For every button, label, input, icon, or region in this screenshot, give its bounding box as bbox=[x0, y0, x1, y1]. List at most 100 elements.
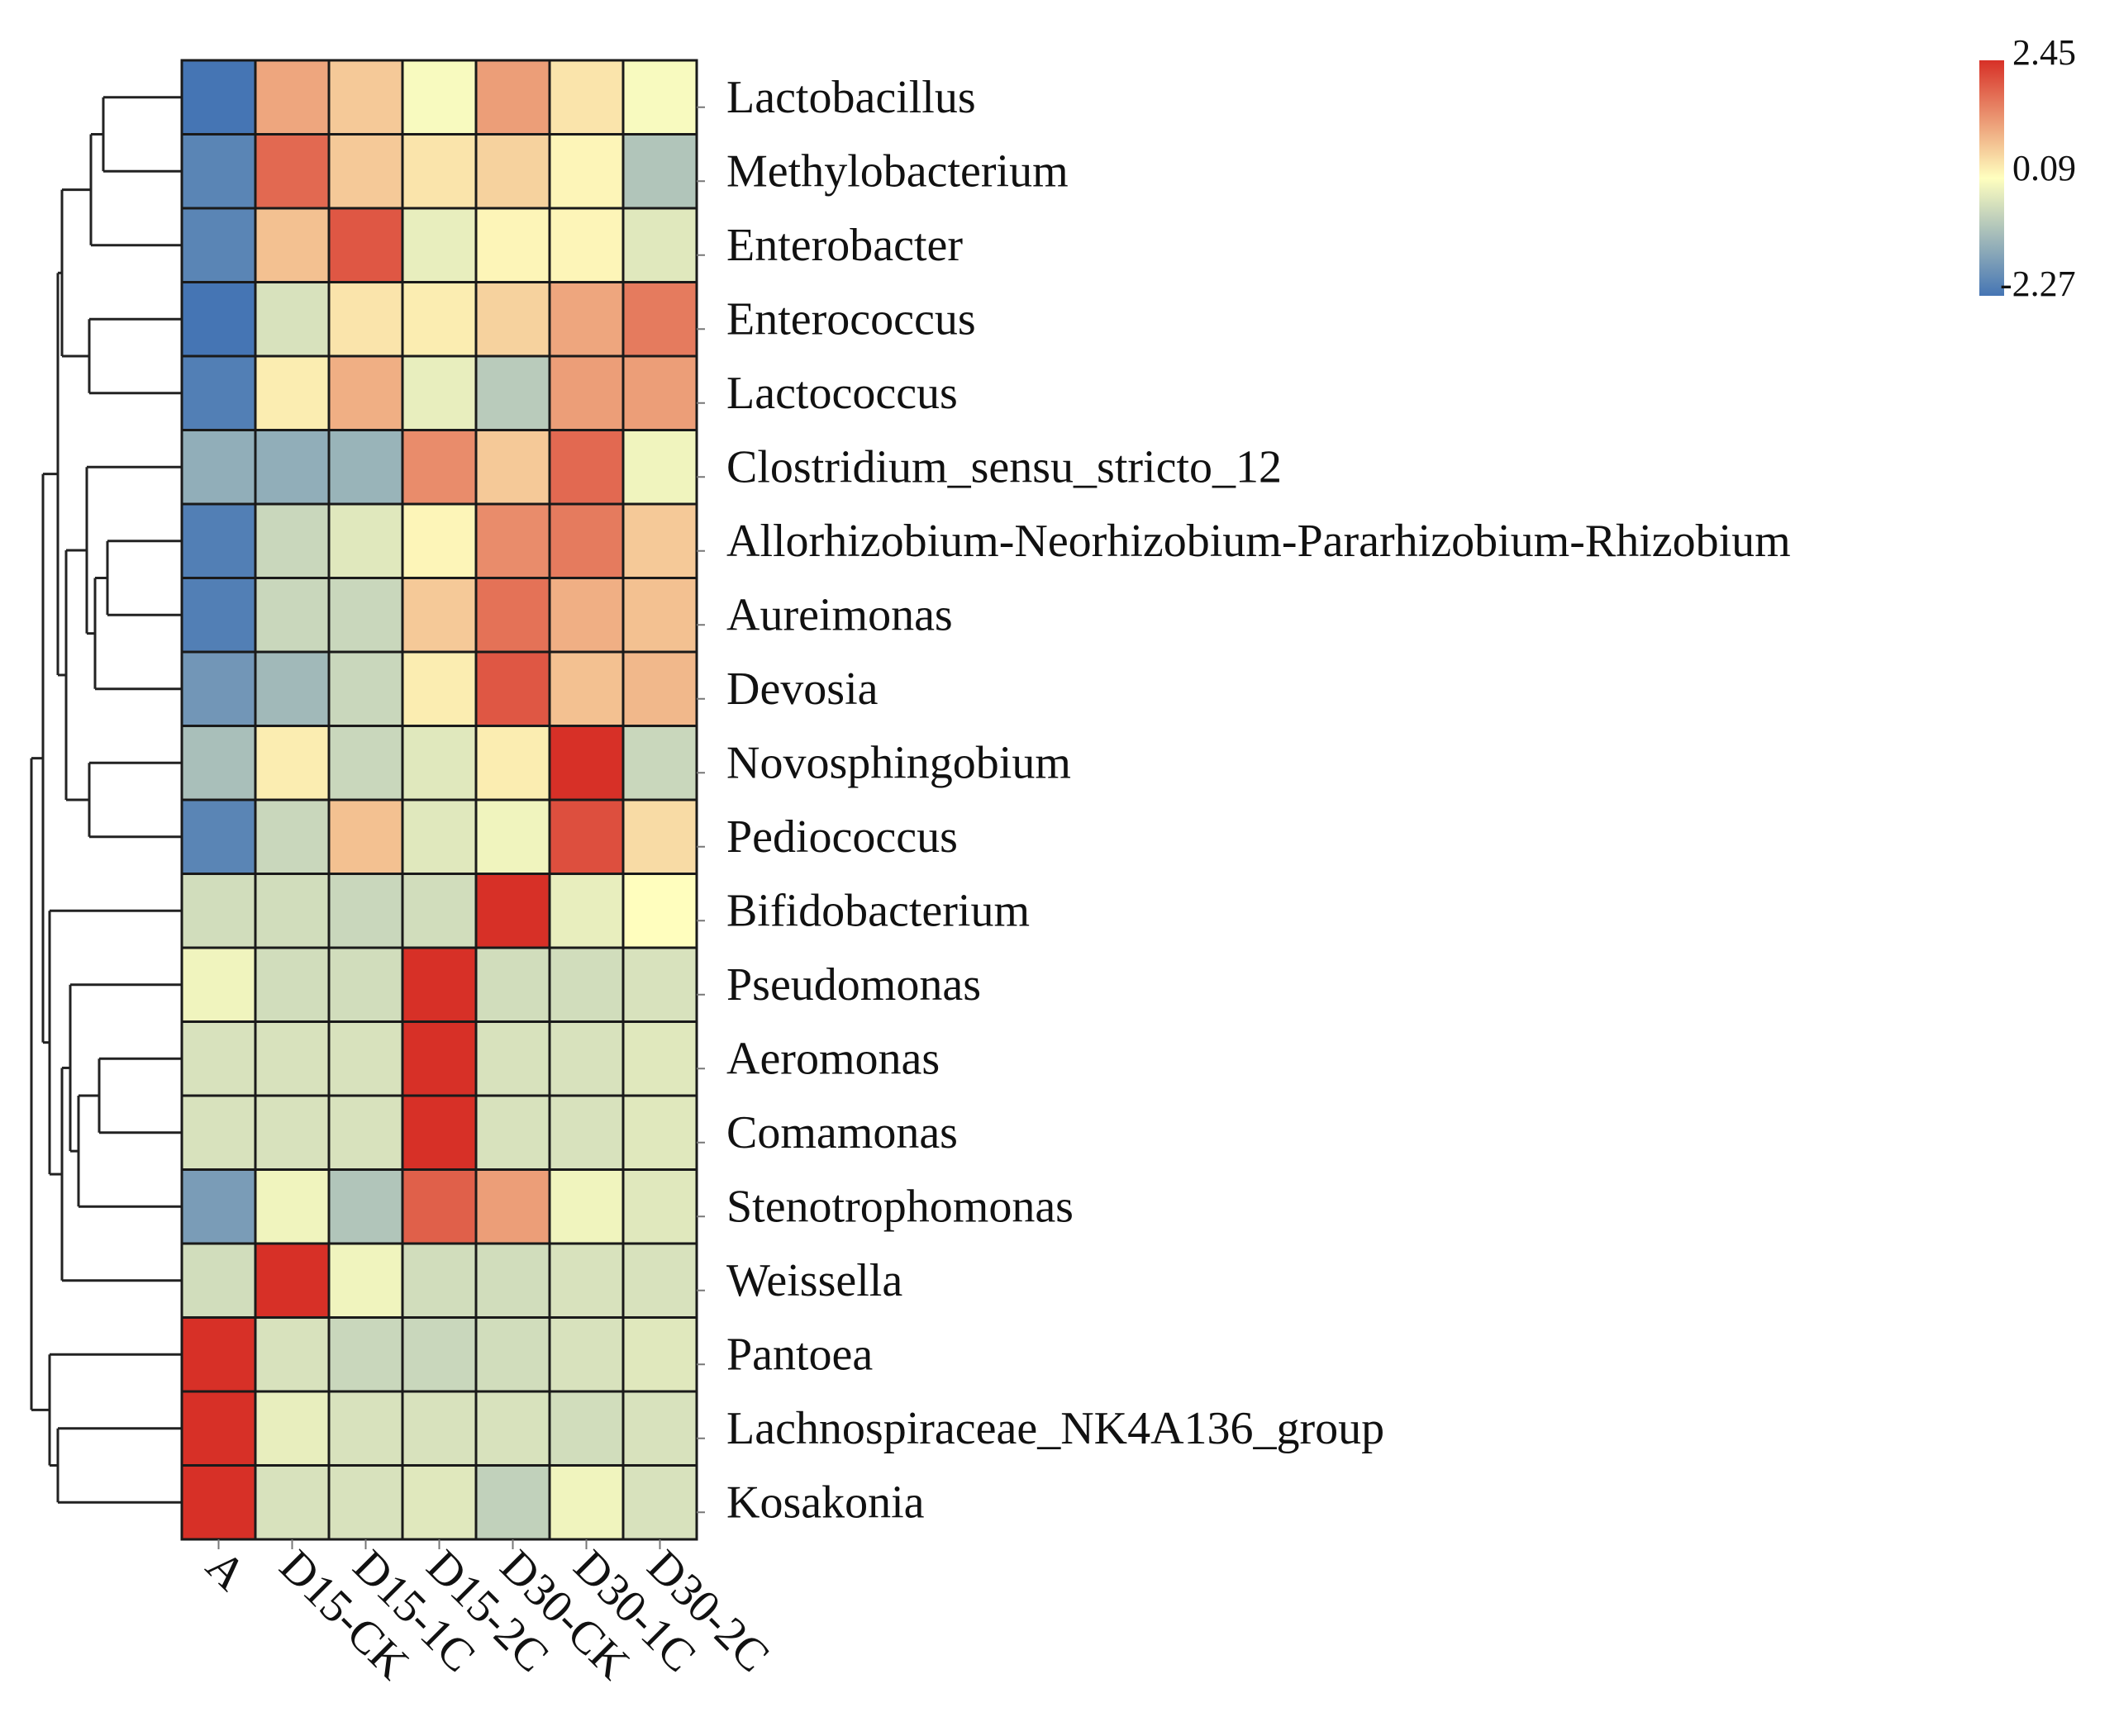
heatmap-cell bbox=[180, 725, 257, 801]
heatmap-cell bbox=[254, 577, 331, 654]
heatmap-cell bbox=[548, 798, 625, 875]
heatmap-cell bbox=[327, 1094, 404, 1171]
heatmap-cell bbox=[474, 1242, 551, 1319]
row-label: Aeromonas bbox=[726, 1033, 940, 1084]
heatmap-cell bbox=[401, 1390, 478, 1467]
heatmap-cell bbox=[180, 429, 257, 506]
heatmap-cell bbox=[548, 502, 625, 579]
heatmap-cell bbox=[254, 1168, 331, 1245]
heatmap-cell bbox=[401, 207, 478, 283]
heatmap-cell bbox=[474, 429, 551, 506]
heatmap-cell bbox=[621, 798, 698, 875]
heatmap-cell bbox=[548, 1316, 625, 1393]
heatmap-cell bbox=[327, 1464, 404, 1541]
heatmap-cell bbox=[548, 1094, 625, 1171]
heatmap-cell bbox=[401, 1094, 478, 1171]
heatmap-cell bbox=[474, 798, 551, 875]
heatmap-cell bbox=[548, 354, 625, 431]
heatmap-cell bbox=[474, 281, 551, 358]
heatmap-cell bbox=[474, 577, 551, 654]
heatmap-cell bbox=[254, 798, 331, 875]
heatmap-cell bbox=[254, 1094, 331, 1171]
heatmap-cell bbox=[180, 1464, 257, 1541]
heatmap-cell bbox=[548, 1020, 625, 1097]
heatmap-cell bbox=[548, 946, 625, 1023]
row-label: Allorhizobium-Neorhizobium-Pararhizobium… bbox=[726, 516, 1791, 567]
heatmap-cell bbox=[401, 133, 478, 210]
heatmap-cell bbox=[548, 133, 625, 210]
row-label: Pantoea bbox=[726, 1329, 873, 1380]
heatmap-cell bbox=[327, 429, 404, 506]
row-label: Enterococcus bbox=[726, 293, 976, 345]
scale-max-label: 2.45 bbox=[2012, 32, 2076, 73]
heatmap-cell bbox=[254, 725, 331, 801]
heatmap-cell bbox=[401, 354, 478, 431]
heatmap-cell bbox=[401, 1242, 478, 1319]
heatmap-cell bbox=[327, 354, 404, 431]
heatmap-cell bbox=[180, 1316, 257, 1393]
heatmap-cell bbox=[621, 1464, 698, 1541]
heatmap-cell bbox=[180, 798, 257, 875]
heatmap-cell bbox=[621, 873, 698, 949]
heatmap-cell bbox=[327, 281, 404, 358]
heatmap-cell bbox=[401, 281, 478, 358]
heatmap-cell bbox=[474, 59, 551, 136]
row-label: Novosphingobium bbox=[726, 737, 1071, 788]
row-label: Lachnospiraceae_NK4A136_group bbox=[726, 1403, 1384, 1454]
heatmap-cell bbox=[254, 429, 331, 506]
heatmap-cell bbox=[254, 59, 331, 136]
heatmap-cell bbox=[180, 577, 257, 654]
heatmap-cell bbox=[621, 1168, 698, 1245]
heatmap-cell bbox=[548, 281, 625, 358]
heatmap-cells bbox=[180, 59, 698, 1541]
row-dendrogram bbox=[30, 96, 182, 1504]
heatmap-cell bbox=[621, 650, 698, 727]
color-scale-bar bbox=[1979, 60, 2004, 296]
heatmap-cell bbox=[401, 1020, 478, 1097]
heatmap-cell bbox=[474, 1390, 551, 1467]
scale-min-label: -2.27 bbox=[2000, 264, 2076, 304]
heatmap-cell bbox=[180, 354, 257, 431]
heatmap-cell bbox=[327, 502, 404, 579]
heatmap-cell bbox=[180, 1020, 257, 1097]
heatmap-cell bbox=[401, 1316, 478, 1393]
heatmap-cell bbox=[474, 1020, 551, 1097]
heatmap-cell bbox=[548, 59, 625, 136]
heatmap-cell bbox=[180, 1242, 257, 1319]
heatmap-cell bbox=[180, 207, 257, 283]
row-label: Bifidobacterium bbox=[726, 885, 1030, 936]
heatmap-cell bbox=[254, 133, 331, 210]
heatmap-cell bbox=[474, 354, 551, 431]
heatmap-cell bbox=[254, 281, 331, 358]
heatmap-cell bbox=[327, 1242, 404, 1319]
heatmap-cell bbox=[327, 1020, 404, 1097]
heatmap-cell bbox=[401, 725, 478, 801]
heatmap-cell bbox=[621, 1020, 698, 1097]
heatmap-cell bbox=[180, 133, 257, 210]
heatmap-cell bbox=[254, 946, 331, 1023]
heatmap-cell bbox=[474, 1168, 551, 1245]
heatmap-cell bbox=[180, 873, 257, 949]
row-label: Enterobacter bbox=[726, 220, 963, 271]
heatmap-cell bbox=[621, 577, 698, 654]
heatmap-cell bbox=[327, 133, 404, 210]
heatmap-cell bbox=[254, 502, 331, 579]
heatmap-cell bbox=[401, 429, 478, 506]
heatmap-cell bbox=[327, 725, 404, 801]
heatmap-cell bbox=[548, 725, 625, 801]
row-label: Clostridium_sensu_stricto_12 bbox=[726, 441, 1282, 492]
heatmap-cell bbox=[401, 946, 478, 1023]
heatmap-cell bbox=[474, 502, 551, 579]
row-labels: Lactobacillus Methylobacterium Enterobacte… bbox=[697, 72, 1791, 1528]
heatmap-cell bbox=[327, 577, 404, 654]
heatmap-cell bbox=[327, 798, 404, 875]
heatmap-cell bbox=[327, 946, 404, 1023]
heatmap-cell bbox=[327, 873, 404, 949]
row-label: Aureimonas bbox=[726, 589, 953, 640]
heatmap-cell bbox=[548, 1168, 625, 1245]
heatmap-cell bbox=[401, 502, 478, 579]
heatmap-cell bbox=[548, 207, 625, 283]
heatmap-cell bbox=[327, 1316, 404, 1393]
color-scale-legend: 2.45 0.09 -2.27 bbox=[1979, 32, 2076, 304]
